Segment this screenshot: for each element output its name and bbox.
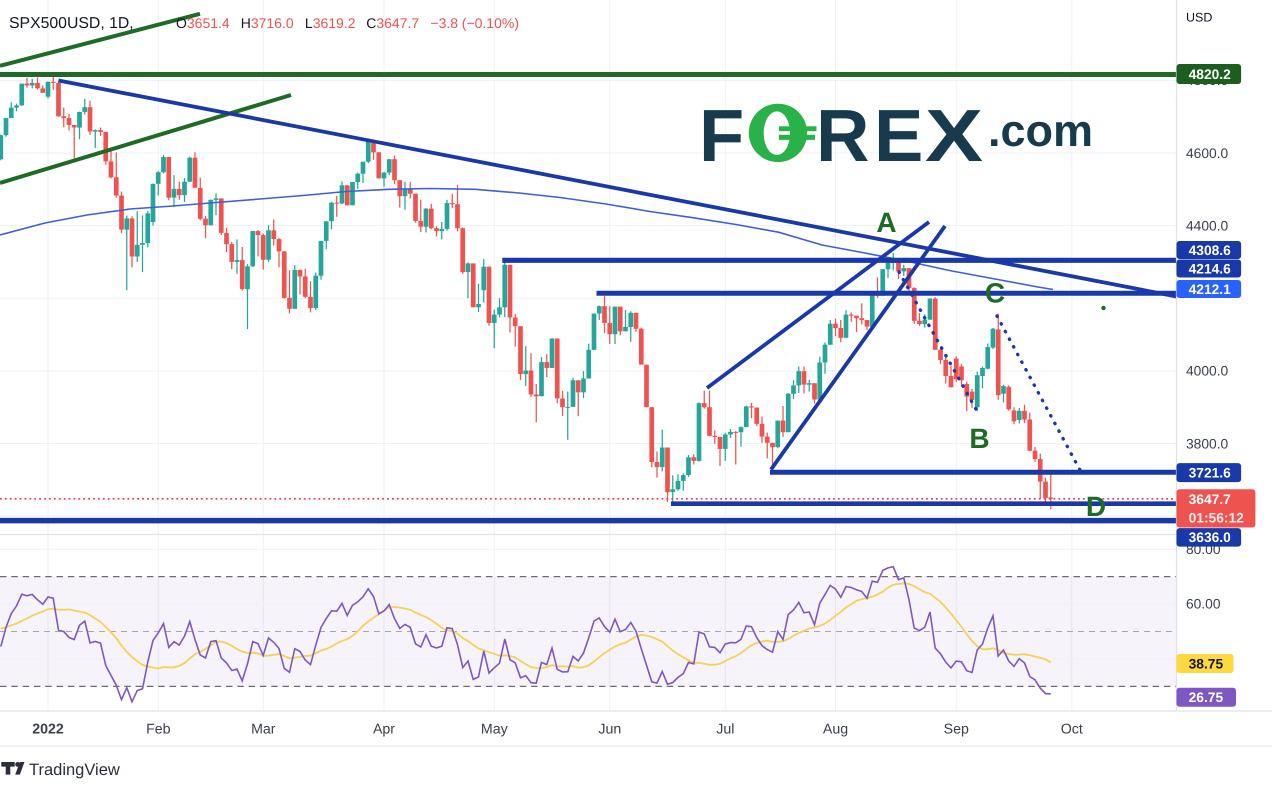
svg-text:Aug: Aug [823,722,848,738]
svg-text:4308.6: 4308.6 [1189,243,1232,258]
svg-text:4820.2: 4820.2 [1189,67,1232,82]
svg-text:4212.1: 4212.1 [1189,282,1232,297]
svg-text:Jun: Jun [598,722,621,738]
svg-text:3636.0: 3636.0 [1189,530,1232,545]
svg-text:TradingView: TradingView [29,761,120,779]
svg-text:01:56:12: 01:56:12 [1189,510,1245,525]
svg-text:.com: .com [988,105,1093,156]
svg-text:Mar: Mar [251,722,276,738]
svg-text:Apr: Apr [373,722,395,738]
svg-text:May: May [481,722,509,738]
svg-text:SPX500USD, 1D,: SPX500USD, 1D, [9,15,134,32]
svg-text:4214.6: 4214.6 [1189,261,1232,276]
svg-text:4000.0: 4000.0 [1186,364,1229,379]
svg-text:3800.0: 3800.0 [1186,436,1229,451]
svg-text:2022: 2022 [32,722,64,738]
svg-text:38.75: 38.75 [1189,656,1224,671]
svg-text:X: X [925,94,983,177]
svg-text:B: B [969,423,989,454]
svg-text:E: E [874,94,923,177]
svg-text:3647.7: 3647.7 [1189,492,1232,507]
svg-text:Oct: Oct [1061,722,1083,738]
svg-text:R: R [816,94,869,177]
svg-text:F: F [699,94,744,177]
svg-text:D: D [1086,491,1106,522]
svg-text:26.75: 26.75 [1189,690,1224,705]
svg-text:60.00: 60.00 [1186,596,1221,611]
svg-text:3721.6: 3721.6 [1189,465,1232,480]
svg-text:Feb: Feb [146,722,171,738]
svg-text:A: A [876,207,896,238]
svg-text:Jul: Jul [716,722,734,738]
svg-text:4600.0: 4600.0 [1186,146,1229,161]
svg-text:Sep: Sep [944,722,969,738]
svg-text:USD: USD [1186,11,1212,25]
svg-text:C: C [985,278,1005,309]
svg-text:4400.0: 4400.0 [1186,218,1229,233]
